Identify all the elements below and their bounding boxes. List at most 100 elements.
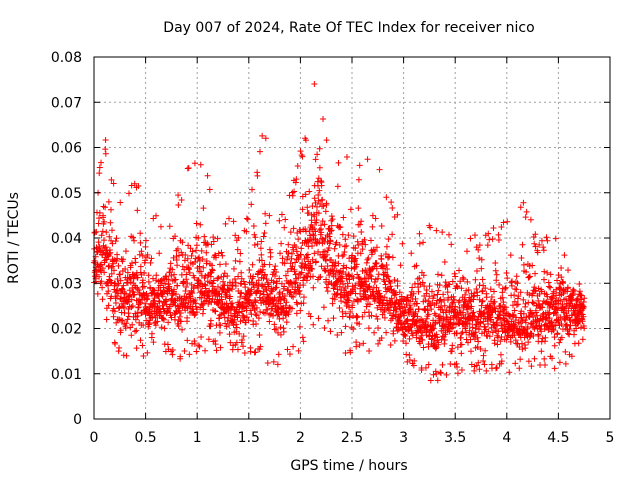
data-point (289, 284, 296, 291)
data-point (433, 371, 440, 378)
data-point (353, 261, 360, 268)
data-point (331, 263, 338, 270)
data-point (547, 271, 554, 278)
data-point (520, 261, 527, 268)
data-point (348, 265, 355, 272)
data-point (273, 325, 280, 332)
data-point (445, 294, 452, 301)
data-point (185, 265, 192, 272)
data-point (124, 279, 131, 286)
data-point (366, 271, 373, 278)
data-point (325, 317, 332, 324)
data-point (205, 336, 212, 343)
data-point (336, 305, 343, 312)
data-point (209, 266, 216, 273)
data-point (477, 345, 484, 352)
data-point (250, 273, 257, 280)
data-point (546, 304, 553, 311)
data-point (332, 271, 339, 278)
data-point (172, 276, 179, 283)
data-point (303, 277, 310, 284)
data-point (302, 137, 309, 144)
data-point (398, 320, 405, 327)
data-point (333, 239, 340, 246)
data-point (263, 276, 270, 283)
data-point (276, 275, 283, 282)
data-point (557, 286, 564, 293)
data-point (520, 310, 527, 317)
data-point (353, 339, 360, 346)
y-tick-label: 0.02 (51, 322, 82, 338)
data-point (258, 257, 265, 264)
data-point (178, 197, 185, 204)
data-point (573, 301, 580, 308)
data-point (162, 280, 169, 287)
data-point (375, 324, 382, 331)
data-point (122, 266, 129, 273)
data-point (211, 307, 218, 314)
data-point (558, 334, 565, 341)
data-point (262, 210, 269, 217)
data-point (257, 245, 264, 252)
data-point (361, 236, 368, 243)
data-point (327, 227, 334, 234)
data-point (244, 216, 251, 223)
data-point (439, 306, 446, 313)
data-point (117, 199, 124, 206)
data-point (463, 248, 470, 255)
data-point (111, 308, 118, 315)
data-point (343, 242, 350, 249)
data-point (217, 322, 224, 329)
data-point (315, 315, 322, 322)
data-point (346, 314, 353, 321)
data-point (186, 351, 193, 358)
data-point (106, 233, 113, 240)
data-point (464, 278, 471, 285)
data-point (409, 332, 416, 339)
data-point (562, 348, 569, 355)
data-point (220, 273, 227, 280)
data-point (169, 347, 176, 354)
data-point (224, 273, 231, 280)
data-point (504, 218, 511, 225)
data-point (137, 230, 144, 237)
data-point (179, 326, 186, 333)
data-point (473, 286, 480, 293)
data-point (297, 148, 304, 155)
data-point (221, 314, 228, 321)
data-point (320, 304, 327, 311)
data-point (270, 358, 277, 365)
data-point (416, 275, 423, 282)
data-point (447, 361, 454, 368)
data-point (419, 279, 426, 286)
data-point (406, 335, 413, 342)
data-point (170, 254, 177, 261)
data-point (159, 302, 166, 309)
data-point (467, 348, 474, 355)
data-point (117, 295, 124, 302)
data-point (422, 297, 429, 304)
data-point (578, 292, 585, 299)
data-point (240, 343, 247, 350)
data-point (298, 269, 305, 276)
data-point (480, 352, 487, 359)
data-point (369, 249, 376, 256)
data-point (320, 203, 327, 210)
data-point (259, 132, 266, 139)
data-point (293, 176, 300, 183)
data-point (312, 228, 319, 235)
data-point (359, 268, 366, 275)
data-point (252, 299, 259, 306)
data-point (503, 317, 510, 324)
data-point (236, 258, 243, 265)
data-point (144, 295, 151, 302)
data-point (252, 349, 259, 356)
data-point (175, 201, 182, 208)
data-point (109, 263, 116, 270)
data-point (283, 299, 290, 306)
data-point (187, 293, 194, 300)
data-point (345, 297, 352, 304)
data-point (542, 362, 549, 369)
data-point (342, 310, 349, 317)
data-point (191, 312, 198, 319)
